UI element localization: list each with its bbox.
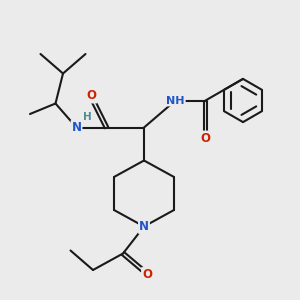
Text: O: O bbox=[86, 89, 97, 103]
Text: N: N bbox=[71, 121, 82, 134]
Text: NH: NH bbox=[166, 95, 185, 106]
Text: O: O bbox=[142, 268, 152, 281]
Text: O: O bbox=[200, 131, 211, 145]
Text: H: H bbox=[82, 112, 91, 122]
Text: N: N bbox=[139, 220, 149, 233]
